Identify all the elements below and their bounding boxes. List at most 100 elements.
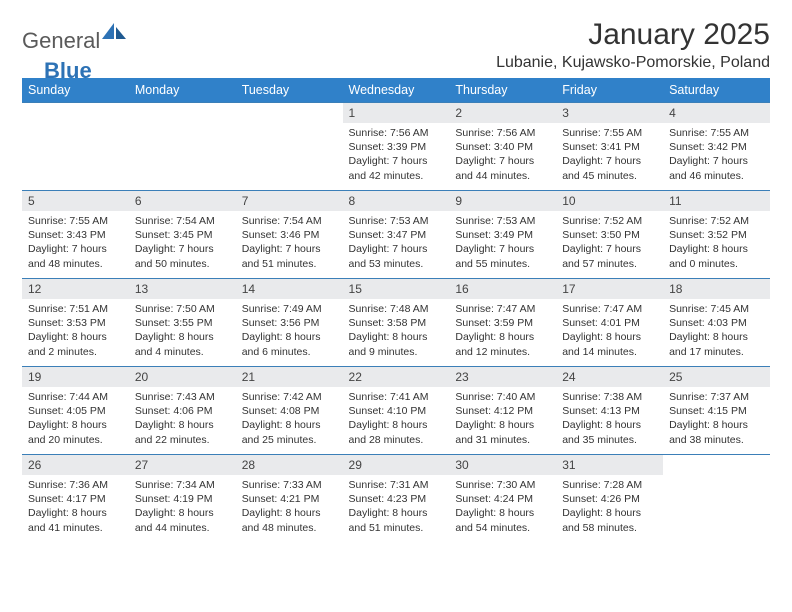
day-number: 18	[663, 279, 770, 299]
day-number: 9	[449, 191, 556, 211]
calendar-cell: 13Sunrise: 7:50 AMSunset: 3:55 PMDayligh…	[129, 279, 236, 367]
day-number: 11	[663, 191, 770, 211]
weekday-header: Tuesday	[236, 78, 343, 103]
calendar-cell: 30Sunrise: 7:30 AMSunset: 4:24 PMDayligh…	[449, 455, 556, 543]
calendar-cell: 5Sunrise: 7:55 AMSunset: 3:43 PMDaylight…	[22, 191, 129, 279]
calendar-cell: 8Sunrise: 7:53 AMSunset: 3:47 PMDaylight…	[343, 191, 450, 279]
day-details: Sunrise: 7:48 AMSunset: 3:58 PMDaylight:…	[343, 299, 450, 363]
calendar-table: Sunday Monday Tuesday Wednesday Thursday…	[22, 78, 770, 543]
day-details: Sunrise: 7:40 AMSunset: 4:12 PMDaylight:…	[449, 387, 556, 451]
day-details: Sunrise: 7:45 AMSunset: 4:03 PMDaylight:…	[663, 299, 770, 363]
calendar-cell: 11Sunrise: 7:52 AMSunset: 3:52 PMDayligh…	[663, 191, 770, 279]
day-number: 6	[129, 191, 236, 211]
day-number: 25	[663, 367, 770, 387]
day-number: 21	[236, 367, 343, 387]
day-details: Sunrise: 7:56 AMSunset: 3:39 PMDaylight:…	[343, 123, 450, 187]
day-number: 28	[236, 455, 343, 475]
day-details: Sunrise: 7:37 AMSunset: 4:15 PMDaylight:…	[663, 387, 770, 451]
day-number: 10	[556, 191, 663, 211]
day-details: Sunrise: 7:30 AMSunset: 4:24 PMDaylight:…	[449, 475, 556, 539]
calendar-cell: 21Sunrise: 7:42 AMSunset: 4:08 PMDayligh…	[236, 367, 343, 455]
calendar-cell: 18Sunrise: 7:45 AMSunset: 4:03 PMDayligh…	[663, 279, 770, 367]
calendar-cell: 3Sunrise: 7:55 AMSunset: 3:41 PMDaylight…	[556, 103, 663, 191]
calendar-cell: 25Sunrise: 7:37 AMSunset: 4:15 PMDayligh…	[663, 367, 770, 455]
logo-text-blue: Blue	[44, 58, 92, 84]
day-number: 8	[343, 191, 450, 211]
day-number: 16	[449, 279, 556, 299]
calendar-cell: 19Sunrise: 7:44 AMSunset: 4:05 PMDayligh…	[22, 367, 129, 455]
logo-text-general: General	[22, 28, 100, 54]
calendar-row: 19Sunrise: 7:44 AMSunset: 4:05 PMDayligh…	[22, 367, 770, 455]
day-number: 12	[22, 279, 129, 299]
calendar-cell: 17Sunrise: 7:47 AMSunset: 4:01 PMDayligh…	[556, 279, 663, 367]
day-number: 24	[556, 367, 663, 387]
calendar-page: General January 2025 Lubanie, Kujawsko-P…	[0, 0, 792, 553]
calendar-row: 5Sunrise: 7:55 AMSunset: 3:43 PMDaylight…	[22, 191, 770, 279]
day-details: Sunrise: 7:33 AMSunset: 4:21 PMDaylight:…	[236, 475, 343, 539]
calendar-cell-empty	[22, 103, 129, 191]
calendar-cell: 12Sunrise: 7:51 AMSunset: 3:53 PMDayligh…	[22, 279, 129, 367]
day-number: 14	[236, 279, 343, 299]
calendar-cell-empty	[129, 103, 236, 191]
calendar-cell: 28Sunrise: 7:33 AMSunset: 4:21 PMDayligh…	[236, 455, 343, 543]
day-number: 26	[22, 455, 129, 475]
day-details: Sunrise: 7:41 AMSunset: 4:10 PMDaylight:…	[343, 387, 450, 451]
day-details: Sunrise: 7:47 AMSunset: 3:59 PMDaylight:…	[449, 299, 556, 363]
calendar-body: 1Sunrise: 7:56 AMSunset: 3:39 PMDaylight…	[22, 103, 770, 543]
day-details: Sunrise: 7:31 AMSunset: 4:23 PMDaylight:…	[343, 475, 450, 539]
calendar-cell: 27Sunrise: 7:34 AMSunset: 4:19 PMDayligh…	[129, 455, 236, 543]
day-details: Sunrise: 7:56 AMSunset: 3:40 PMDaylight:…	[449, 123, 556, 187]
day-number: 3	[556, 103, 663, 123]
header: General January 2025 Lubanie, Kujawsko-P…	[22, 18, 770, 72]
day-details: Sunrise: 7:55 AMSunset: 3:42 PMDaylight:…	[663, 123, 770, 187]
logo-sail-icon	[102, 22, 128, 45]
calendar-cell: 9Sunrise: 7:53 AMSunset: 3:49 PMDaylight…	[449, 191, 556, 279]
day-number: 13	[129, 279, 236, 299]
day-number: 5	[22, 191, 129, 211]
day-details: Sunrise: 7:54 AMSunset: 3:46 PMDaylight:…	[236, 211, 343, 275]
day-details: Sunrise: 7:52 AMSunset: 3:50 PMDaylight:…	[556, 211, 663, 275]
day-details: Sunrise: 7:53 AMSunset: 3:47 PMDaylight:…	[343, 211, 450, 275]
month-title: January 2025	[496, 18, 770, 52]
day-number: 17	[556, 279, 663, 299]
location-text: Lubanie, Kujawsko-Pomorskie, Poland	[496, 54, 770, 72]
day-details: Sunrise: 7:50 AMSunset: 3:55 PMDaylight:…	[129, 299, 236, 363]
weekday-header: Wednesday	[343, 78, 450, 103]
calendar-cell: 2Sunrise: 7:56 AMSunset: 3:40 PMDaylight…	[449, 103, 556, 191]
calendar-cell: 14Sunrise: 7:49 AMSunset: 3:56 PMDayligh…	[236, 279, 343, 367]
day-number: 1	[343, 103, 450, 123]
day-number: 2	[449, 103, 556, 123]
day-details: Sunrise: 7:49 AMSunset: 3:56 PMDaylight:…	[236, 299, 343, 363]
day-details: Sunrise: 7:28 AMSunset: 4:26 PMDaylight:…	[556, 475, 663, 539]
calendar-cell: 7Sunrise: 7:54 AMSunset: 3:46 PMDaylight…	[236, 191, 343, 279]
day-number: 20	[129, 367, 236, 387]
day-details: Sunrise: 7:55 AMSunset: 3:43 PMDaylight:…	[22, 211, 129, 275]
calendar-row: 26Sunrise: 7:36 AMSunset: 4:17 PMDayligh…	[22, 455, 770, 543]
weekday-header: Friday	[556, 78, 663, 103]
calendar-cell: 29Sunrise: 7:31 AMSunset: 4:23 PMDayligh…	[343, 455, 450, 543]
calendar-cell: 31Sunrise: 7:28 AMSunset: 4:26 PMDayligh…	[556, 455, 663, 543]
calendar-row: 1Sunrise: 7:56 AMSunset: 3:39 PMDaylight…	[22, 103, 770, 191]
day-number: 23	[449, 367, 556, 387]
day-details: Sunrise: 7:42 AMSunset: 4:08 PMDaylight:…	[236, 387, 343, 451]
weekday-header-row: Sunday Monday Tuesday Wednesday Thursday…	[22, 78, 770, 103]
day-details: Sunrise: 7:53 AMSunset: 3:49 PMDaylight:…	[449, 211, 556, 275]
day-number: 29	[343, 455, 450, 475]
calendar-cell: 16Sunrise: 7:47 AMSunset: 3:59 PMDayligh…	[449, 279, 556, 367]
calendar-cell: 23Sunrise: 7:40 AMSunset: 4:12 PMDayligh…	[449, 367, 556, 455]
day-details: Sunrise: 7:34 AMSunset: 4:19 PMDaylight:…	[129, 475, 236, 539]
calendar-cell: 15Sunrise: 7:48 AMSunset: 3:58 PMDayligh…	[343, 279, 450, 367]
day-details: Sunrise: 7:36 AMSunset: 4:17 PMDaylight:…	[22, 475, 129, 539]
weekday-header: Monday	[129, 78, 236, 103]
day-details: Sunrise: 7:54 AMSunset: 3:45 PMDaylight:…	[129, 211, 236, 275]
weekday-header: Saturday	[663, 78, 770, 103]
day-details: Sunrise: 7:44 AMSunset: 4:05 PMDaylight:…	[22, 387, 129, 451]
calendar-cell: 4Sunrise: 7:55 AMSunset: 3:42 PMDaylight…	[663, 103, 770, 191]
calendar-cell: 6Sunrise: 7:54 AMSunset: 3:45 PMDaylight…	[129, 191, 236, 279]
calendar-cell: 1Sunrise: 7:56 AMSunset: 3:39 PMDaylight…	[343, 103, 450, 191]
title-block: January 2025 Lubanie, Kujawsko-Pomorskie…	[496, 18, 770, 72]
day-number: 30	[449, 455, 556, 475]
day-number: 31	[556, 455, 663, 475]
day-number: 15	[343, 279, 450, 299]
calendar-cell-empty	[236, 103, 343, 191]
